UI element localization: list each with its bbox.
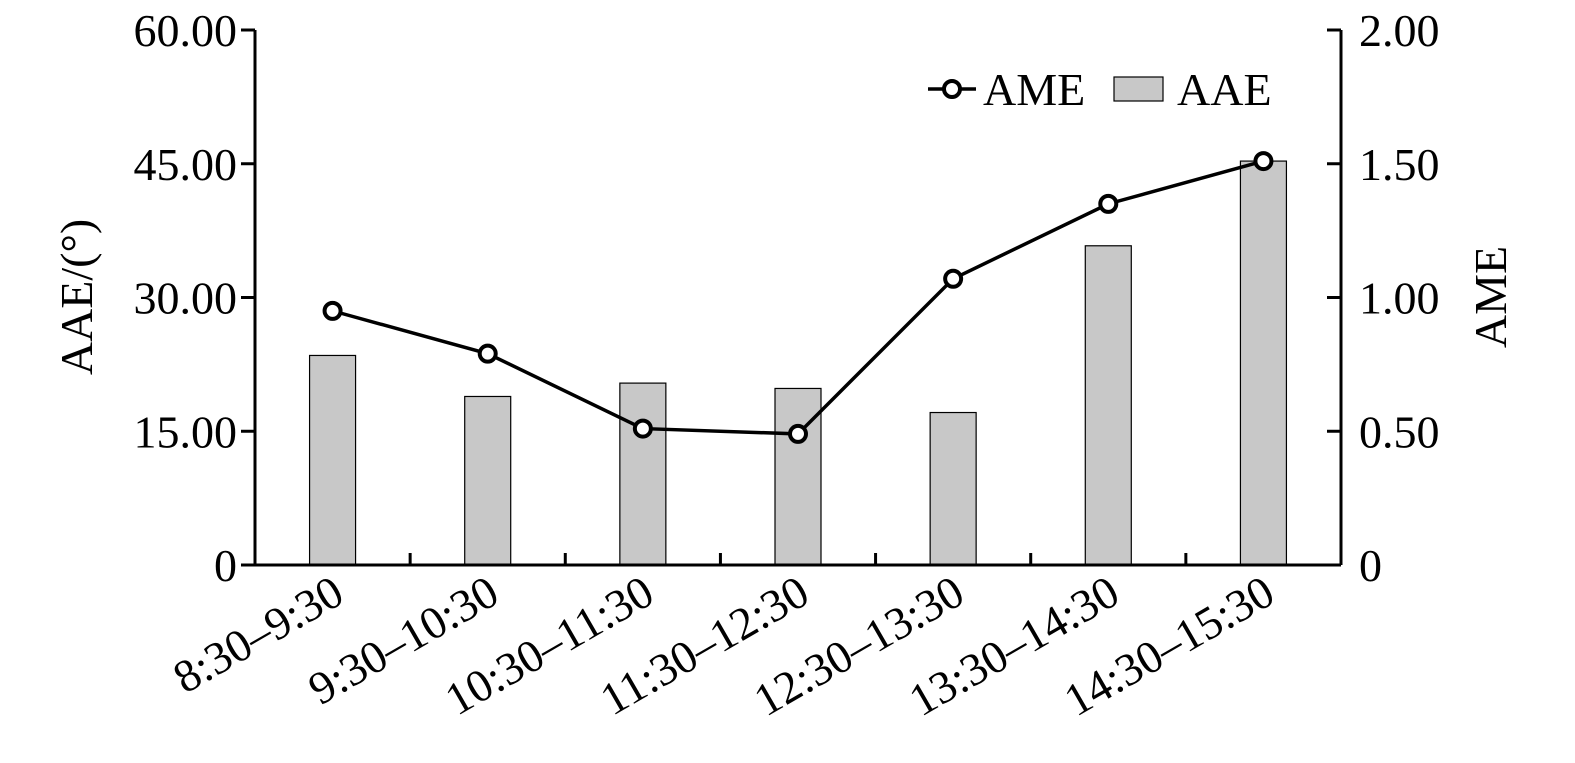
ame-point: [322, 300, 343, 321]
ame-point: [943, 268, 964, 289]
ticks-layer: [241, 28, 1341, 567]
aae-bar: [1239, 160, 1288, 566]
ame-point: [477, 343, 498, 364]
ame-point: [788, 423, 808, 444]
legend-aae-swatch: [1113, 76, 1164, 102]
right-y-tick-label: 1.00: [1359, 273, 1440, 324]
aae-bar: [308, 354, 357, 566]
left-axis-title: AAE/(°): [51, 219, 102, 375]
ame-line-layer: [322, 151, 1274, 444]
left-y-tick-label: 45.00: [134, 139, 238, 190]
legend: AME AAE: [928, 64, 1272, 115]
legend-ame-label: AME: [983, 64, 1085, 115]
right-y-tick-label: 0.50: [1359, 406, 1440, 457]
left-y-tick-label: 15.00: [134, 406, 238, 457]
legend-aae-label: AAE: [1177, 64, 1272, 115]
left-y-tick-label: 60.00: [134, 5, 238, 56]
ame-point: [632, 418, 653, 439]
aae-bar: [1084, 245, 1132, 566]
right-y-tick-label: 2.00: [1359, 5, 1440, 56]
ame-point: [1253, 151, 1274, 172]
right-axis-title: AME: [1465, 246, 1516, 348]
aae-bar: [929, 411, 977, 566]
bars-layer: [308, 160, 1288, 566]
left-y-tick-label: 0: [214, 540, 237, 591]
ame-point: [1098, 193, 1119, 214]
left-y-tick-label: 30.00: [134, 273, 238, 324]
right-y-tick-label: 0: [1359, 540, 1382, 591]
right-y-tick-label: 1.50: [1359, 139, 1440, 190]
legend-ame-marker: [942, 79, 962, 99]
aae-bar: [774, 387, 822, 566]
aae-bar: [464, 395, 512, 566]
aae-bar: [619, 382, 667, 566]
